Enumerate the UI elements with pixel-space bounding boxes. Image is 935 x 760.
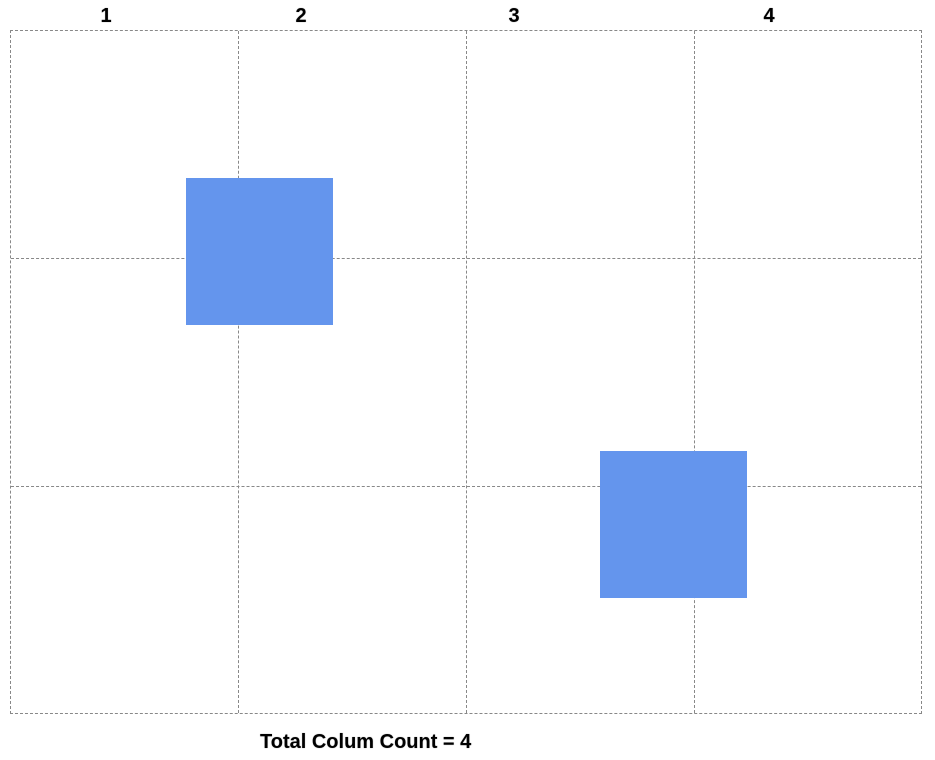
dashed-grid <box>10 30 922 714</box>
column-number-4: 4 <box>763 5 775 27</box>
grid-column-divider <box>466 31 467 713</box>
grid-row-divider <box>11 486 921 487</box>
grid-column-divider <box>238 31 239 713</box>
column-number-1: 1 <box>100 5 112 27</box>
blue-block <box>186 178 333 325</box>
grid-row-divider <box>11 258 921 259</box>
blue-block <box>600 451 747 598</box>
column-number-2: 2 <box>295 5 307 27</box>
column-number-3: 3 <box>508 5 520 27</box>
grid-column-divider <box>694 31 695 713</box>
column-count-caption: Total Colum Count = 4 <box>260 731 472 753</box>
